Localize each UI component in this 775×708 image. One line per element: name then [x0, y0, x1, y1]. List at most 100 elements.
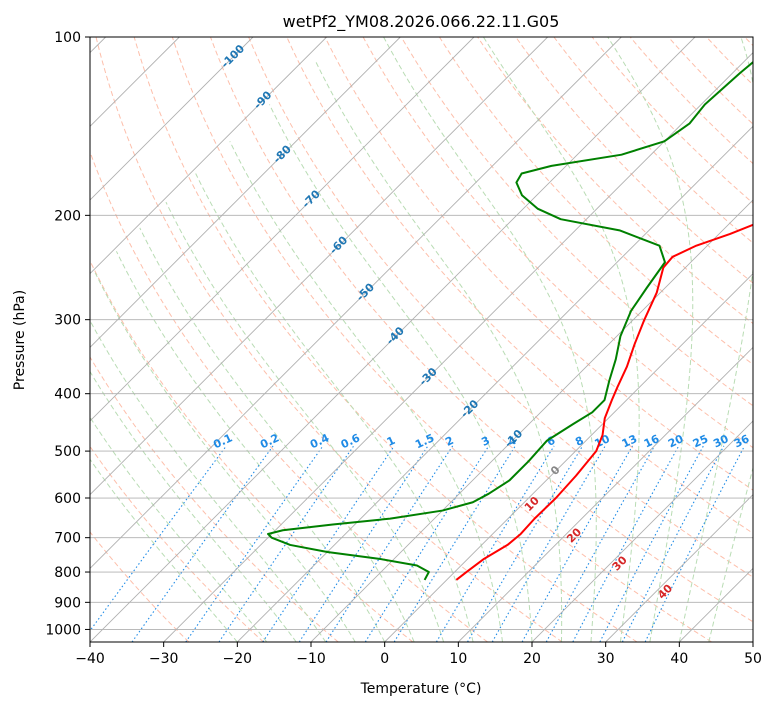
wetbulb-label: 20	[564, 525, 584, 545]
x-tick-label: −20	[223, 651, 253, 667]
dry-adiabat	[362, 37, 753, 449]
mixing-ratio-line	[599, 445, 704, 642]
isotherm-line	[90, 37, 475, 422]
moist-adiabat	[708, 466, 753, 642]
x-tick-label: 10	[449, 651, 467, 667]
wetbulb-label: 10	[522, 494, 542, 514]
mixing-ratio-label: 1.5	[413, 431, 436, 451]
isotherm-label: -70	[300, 187, 323, 210]
y-tick-label: 400	[54, 387, 81, 403]
temperature-profile	[455, 223, 753, 581]
mixing-ratio-label: 0.6	[339, 431, 362, 451]
isotherm-line	[605, 494, 753, 642]
dry-adiabat	[629, 37, 753, 165]
reference-lines	[90, 37, 753, 642]
y-axis-label: Pressure (hPa)	[12, 290, 28, 390]
moist-adiabat	[139, 227, 415, 642]
mixing-ratio-label: 2	[443, 434, 455, 449]
gridlines	[90, 37, 753, 642]
mixing-ratio-line	[218, 445, 355, 642]
chart-title: wetPf2_YM08.2026.066.22.11.G05	[283, 12, 560, 32]
dry-adiabat	[553, 37, 753, 244]
mixing-ratio-line	[621, 445, 725, 642]
dry-adiabat	[477, 37, 753, 325]
y-tick-label: 500	[54, 444, 81, 460]
isotherm-label: -30	[417, 365, 440, 388]
dry-adiabat	[515, 37, 753, 284]
y-tick-label: 100	[54, 30, 81, 46]
y-axis: 100 200 300 400 500 600 700 800 900 1000	[45, 30, 90, 638]
x-tick-label: 40	[670, 651, 688, 667]
mixing-ratio-line	[262, 445, 395, 642]
moist-adiabat	[90, 458, 238, 642]
moist-adiabat	[90, 370, 297, 642]
y-tick-label: 900	[54, 595, 81, 611]
isotherm-label: -60	[327, 233, 350, 256]
mixing-ratio-label: 13	[620, 432, 639, 450]
dry-adiabat	[210, 37, 753, 623]
isotherm-label: -10	[502, 427, 525, 450]
isotherm-line	[531, 420, 753, 642]
mixing-ratio-label: 0.1	[211, 431, 234, 451]
isotherm-line	[384, 273, 753, 642]
moist-adiabat	[90, 319, 327, 642]
isotherm-line	[90, 37, 548, 496]
dry-adiabat	[248, 37, 753, 578]
moist-adiabat	[315, 61, 563, 642]
x-tick-label: 20	[523, 651, 541, 667]
dry-adiabat	[95, 37, 563, 642]
wetbulb-label: 40	[655, 581, 675, 601]
mixing-ratio-label: 30	[711, 432, 731, 450]
x-tick-label: 30	[597, 651, 615, 667]
x-axis: −40 −30 −20 −10 0 10 20 30 40 50	[75, 642, 762, 667]
moist-adiabat	[383, 37, 597, 642]
dry-adiabat	[133, 37, 638, 642]
isotherm-line	[752, 641, 753, 642]
mixing-ratio-line	[644, 445, 746, 642]
moist-adiabat	[482, 37, 640, 642]
isotherm-line	[679, 567, 753, 642]
moist-adiabat	[94, 272, 356, 642]
isotherm-label: -50	[354, 280, 377, 303]
moist-adiabat	[165, 201, 445, 642]
x-tick-label: −40	[75, 651, 105, 667]
dry-adiabat	[90, 356, 339, 642]
dry-adiabat	[90, 259, 414, 642]
y-tick-label: 300	[54, 313, 81, 329]
dry-adiabat	[324, 37, 753, 491]
dry-adiabat	[90, 150, 488, 642]
dry-adiabat	[706, 37, 753, 86]
plot-frame	[89, 36, 754, 643]
mixing-ratio-label: 0.4	[308, 431, 331, 451]
mixing-ratio-line	[325, 445, 454, 642]
moist-adiabat	[90, 416, 268, 642]
moist-adiabat	[268, 104, 533, 642]
isotherm-line	[458, 346, 753, 642]
mixing-ratio-label: 16	[642, 432, 662, 450]
moist-adiabat	[115, 251, 386, 642]
mixing-ratio-line	[298, 445, 429, 642]
mixing-ratio-line	[393, 445, 516, 642]
y-tick-label: 1000	[45, 622, 81, 638]
mixing-ratio-line	[521, 445, 633, 642]
isotherm-line	[310, 199, 753, 642]
x-tick-label: −10	[296, 651, 326, 667]
mixing-ratio-label: 1	[385, 434, 397, 449]
series	[267, 60, 753, 581]
wetbulb-label: 30	[610, 553, 630, 573]
moist-adiabat	[229, 141, 504, 642]
mixing-ratio-label: 25	[691, 432, 710, 450]
isotherm-label: -100	[219, 42, 248, 71]
dry-adiabat	[400, 37, 753, 407]
y-tick-label: 200	[54, 208, 81, 224]
isotherm-line	[237, 125, 753, 642]
isotherm-label: -20	[458, 397, 481, 420]
isotherm-line	[90, 37, 622, 569]
isotherm-line	[163, 52, 753, 642]
y-tick-label: 600	[54, 491, 81, 507]
mixing-ratio-label: 20	[666, 432, 686, 450]
mixing-ratio-line	[435, 445, 555, 642]
dry-adiabat	[171, 37, 712, 642]
mixing-ratio-line	[131, 445, 274, 642]
